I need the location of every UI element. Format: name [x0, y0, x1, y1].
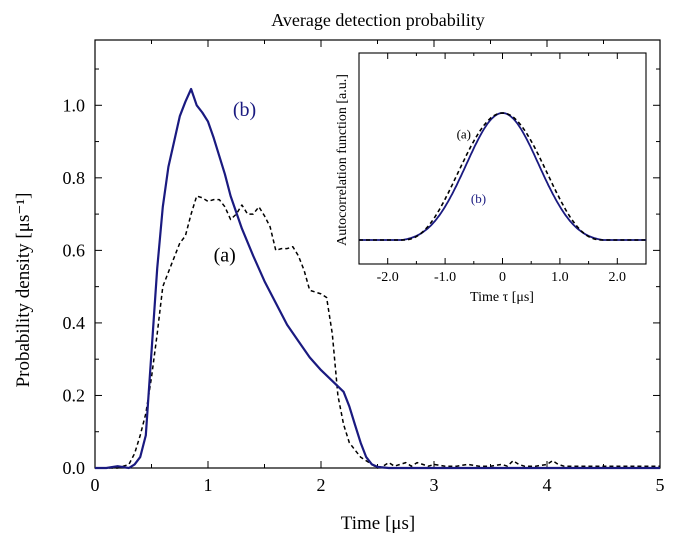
series-line-a: [95, 195, 660, 469]
inset-series-a-label: (a): [457, 126, 471, 141]
x-tick-label: 1: [204, 475, 213, 495]
inset-x-tick-label: 1.0: [551, 270, 569, 285]
inset-y-axis-label: Autocorrelation function [a.u.]: [335, 74, 350, 246]
x-tick-label: 5: [656, 475, 665, 495]
main-series-lines: [95, 87, 660, 470]
inset-axis-ticks: [387, 53, 618, 264]
series-line-b: [95, 87, 660, 470]
inset-series-b-label: (b): [471, 191, 486, 206]
x-tick-label: 4: [543, 475, 552, 495]
chart-title: Average detection probability: [271, 10, 485, 30]
y-tick-label: 0.4: [63, 313, 86, 333]
inset-series-lines: [359, 112, 646, 241]
inset-tick-labels: -2.0 -1.0 0 1.0 2.0: [377, 270, 626, 285]
series-a-label: (a): [214, 244, 236, 266]
inset-series-line-a: [359, 112, 646, 241]
main-tick-labels: 0 1 2 3 4 5 0.0 0.2 0.4 0.6 0.8 1.0: [63, 95, 665, 495]
x-tick-label: 2: [317, 475, 326, 495]
y-axis-label: Probability density [μs⁻¹]: [13, 193, 34, 388]
x-axis-label: Time [μs]: [341, 513, 415, 534]
inset-plot-frame: [358, 52, 647, 265]
y-tick-label: 0.6: [63, 240, 86, 260]
inset-x-axis-label: Time τ [μs]: [470, 290, 534, 305]
x-tick-label: 0: [91, 475, 100, 495]
y-tick-label: 0.2: [63, 385, 86, 405]
x-tick-label: 3: [430, 475, 439, 495]
y-tick-label: 1.0: [63, 95, 86, 115]
inset-x-tick-label: 0: [499, 270, 506, 285]
inset-x-tick-label: 2.0: [609, 270, 627, 285]
inset-x-tick-label: -1.0: [434, 270, 456, 285]
inset-x-tick-label: -2.0: [377, 270, 399, 285]
series-b-label: (b): [233, 99, 256, 121]
y-tick-label: 0.8: [63, 168, 86, 188]
y-tick-label: 0.0: [63, 458, 86, 478]
